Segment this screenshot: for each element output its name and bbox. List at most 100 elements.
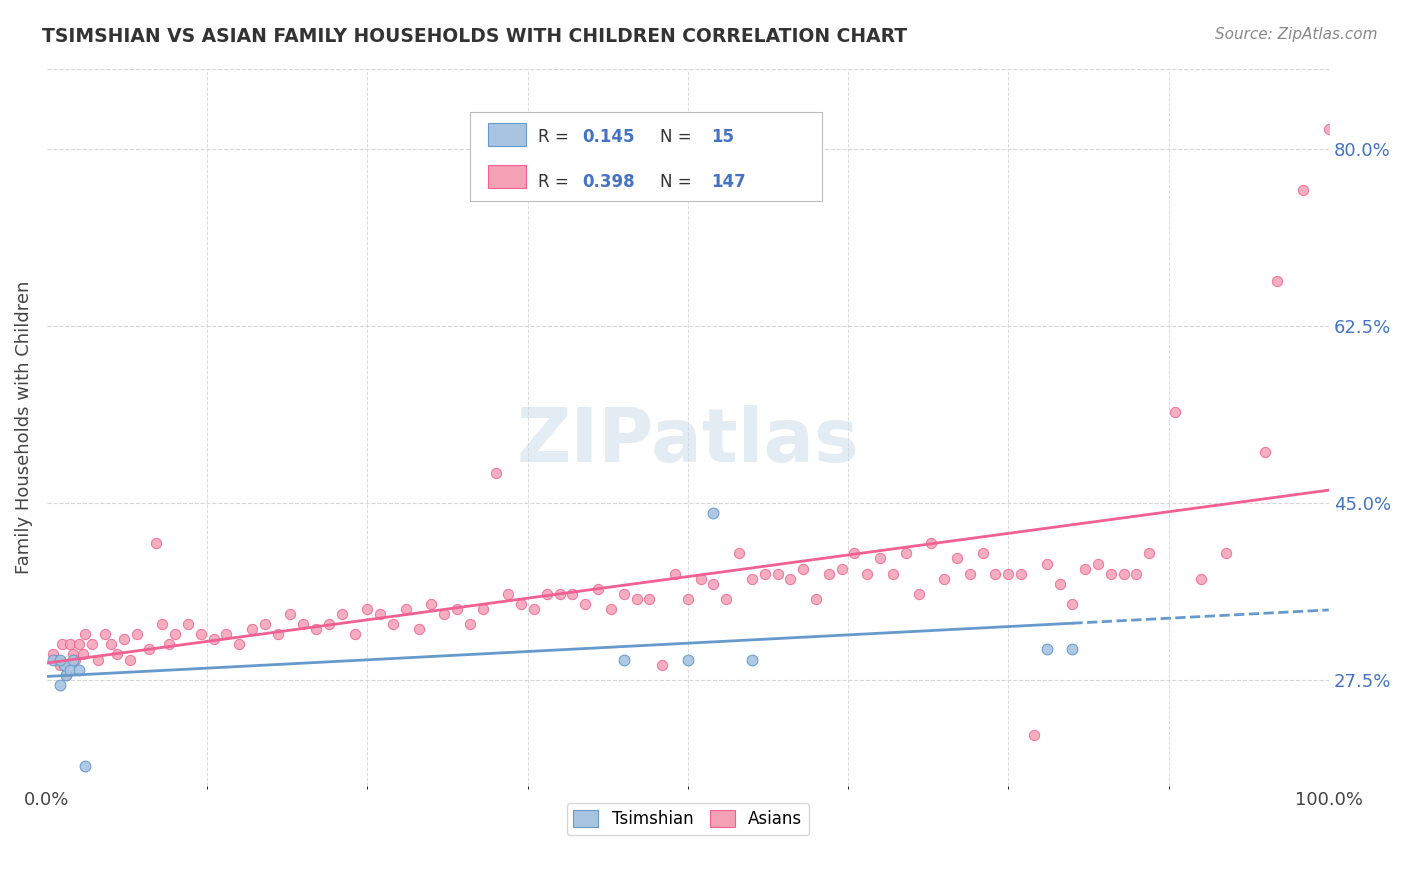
- Point: [856, 566, 879, 581]
- Point: [728, 546, 751, 560]
- Point: [613, 587, 636, 601]
- Point: [87, 652, 110, 666]
- Point: [63, 652, 86, 666]
- Point: [105, 648, 128, 662]
- Point: [305, 622, 328, 636]
- Point: [1112, 566, 1135, 581]
- Point: [613, 652, 636, 666]
- Point: [1062, 597, 1084, 611]
- Point: [1010, 566, 1032, 581]
- Point: [138, 642, 160, 657]
- FancyBboxPatch shape: [488, 123, 526, 146]
- Point: [586, 582, 609, 596]
- Point: [869, 551, 891, 566]
- Point: [150, 617, 173, 632]
- Point: [894, 546, 917, 560]
- Point: [266, 627, 288, 641]
- Point: [907, 587, 929, 601]
- Point: [754, 566, 776, 581]
- Point: [72, 648, 94, 662]
- Point: [420, 597, 443, 611]
- Point: [651, 657, 673, 672]
- Point: [55, 667, 77, 681]
- Point: [177, 617, 200, 632]
- Text: ZIPatlas: ZIPatlas: [516, 405, 859, 478]
- Point: [51, 637, 73, 651]
- Point: [446, 602, 468, 616]
- Point: [959, 566, 981, 581]
- Text: 147: 147: [711, 172, 745, 191]
- Point: [1062, 642, 1084, 657]
- Point: [997, 566, 1019, 581]
- Point: [934, 572, 956, 586]
- Point: [1099, 566, 1122, 581]
- Point: [80, 637, 103, 651]
- Point: [920, 536, 942, 550]
- Point: [253, 617, 276, 632]
- Point: [75, 758, 97, 772]
- Point: [1074, 561, 1097, 575]
- Point: [817, 566, 839, 581]
- FancyBboxPatch shape: [488, 165, 526, 187]
- Point: [1125, 566, 1147, 581]
- Point: [125, 627, 148, 641]
- Point: [689, 572, 711, 586]
- Point: [330, 607, 353, 621]
- Point: [408, 622, 430, 636]
- Point: [343, 627, 366, 641]
- Point: [356, 602, 378, 616]
- Point: [1317, 122, 1340, 136]
- FancyBboxPatch shape: [470, 112, 823, 202]
- Point: [484, 466, 506, 480]
- Text: Source: ZipAtlas.com: Source: ZipAtlas.com: [1215, 27, 1378, 42]
- Point: [280, 607, 302, 621]
- Point: [638, 591, 661, 606]
- Point: [702, 506, 724, 520]
- Point: [1253, 445, 1275, 459]
- Point: [984, 566, 1007, 581]
- Point: [93, 627, 115, 641]
- Point: [55, 667, 77, 681]
- Point: [100, 637, 122, 651]
- Point: [804, 591, 827, 606]
- Point: [67, 663, 90, 677]
- Point: [42, 652, 65, 666]
- Point: [48, 657, 70, 672]
- Point: [1215, 546, 1237, 560]
- Point: [145, 536, 167, 550]
- Point: [157, 637, 180, 651]
- Point: [471, 602, 494, 616]
- Point: [52, 657, 75, 672]
- Point: [946, 551, 969, 566]
- Point: [741, 652, 763, 666]
- Point: [395, 602, 418, 616]
- Text: TSIMSHIAN VS ASIAN FAMILY HOUSEHOLDS WITH CHILDREN CORRELATION CHART: TSIMSHIAN VS ASIAN FAMILY HOUSEHOLDS WIT…: [42, 27, 907, 45]
- Point: [120, 652, 142, 666]
- Point: [67, 637, 90, 651]
- Text: 15: 15: [711, 128, 734, 146]
- Point: [75, 627, 97, 641]
- Text: R =: R =: [538, 128, 568, 146]
- Point: [48, 678, 70, 692]
- Point: [1035, 642, 1057, 657]
- Point: [1137, 546, 1160, 560]
- Point: [882, 566, 904, 581]
- Point: [62, 648, 84, 662]
- Point: [1035, 557, 1057, 571]
- Point: [574, 597, 596, 611]
- Point: [202, 632, 225, 647]
- Point: [779, 572, 801, 586]
- Point: [1164, 405, 1187, 419]
- Point: [112, 632, 135, 647]
- Point: [766, 566, 789, 581]
- Point: [368, 607, 391, 621]
- Point: [844, 546, 866, 560]
- Point: [190, 627, 212, 641]
- Point: [382, 617, 405, 632]
- Point: [664, 566, 686, 581]
- Point: [600, 602, 623, 616]
- Point: [626, 591, 648, 606]
- Legend: Tsimshian, Asians: Tsimshian, Asians: [567, 804, 808, 835]
- Point: [292, 617, 315, 632]
- Point: [536, 587, 558, 601]
